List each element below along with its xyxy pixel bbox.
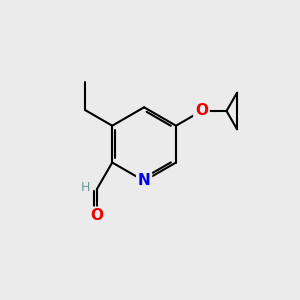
Text: H: H: [81, 181, 90, 194]
Text: O: O: [90, 208, 103, 223]
Text: O: O: [195, 103, 208, 118]
Text: N: N: [138, 173, 151, 188]
